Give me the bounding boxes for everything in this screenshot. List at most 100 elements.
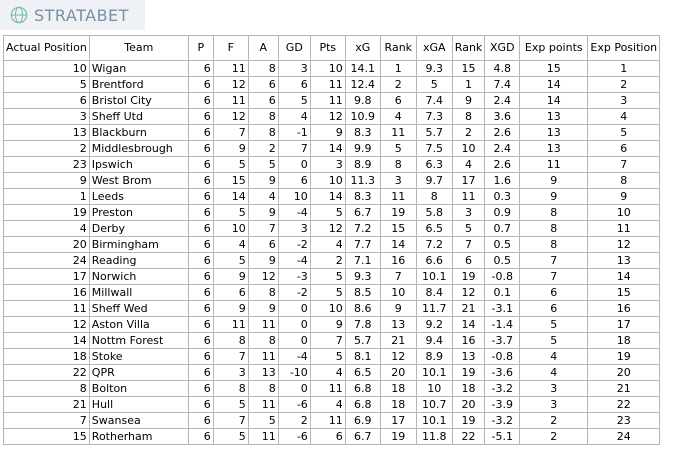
cell-actual-position: 4 — [3, 220, 90, 237]
cell-actual-position: 13 — [3, 124, 90, 141]
cell-xga-rank: 14 — [451, 316, 486, 333]
cell-points: 12 — [309, 220, 346, 237]
cell-xg: 6.5 — [344, 364, 381, 381]
cell-goals-against: 11 — [247, 428, 279, 445]
cell-team: Leeds — [88, 188, 189, 205]
cell-played: 6 — [187, 140, 214, 157]
cell-goals-for: 5 — [212, 252, 249, 269]
cell-team: Aston Villa — [88, 316, 189, 333]
cell-actual-position: 15 — [3, 428, 90, 445]
table-row: 15 Rotherham 6 5 11 -6 6 6.7 19 11.8 22 -5.1 2 24 — [3, 428, 661, 445]
cell-goal-difference: -2 — [277, 236, 311, 253]
cell-xga: 10.1 — [415, 412, 453, 429]
cell-goals-against: 8 — [247, 124, 279, 141]
cell-xg-rank: 6 — [379, 92, 417, 109]
cell-xga: 8.4 — [415, 284, 453, 301]
cell-team: Wigan — [88, 60, 189, 77]
table-row: 6 Bristol City 6 11 6 5 11 9.8 6 7.4 9 2.4 14 3 — [3, 92, 661, 109]
cell-goals-for: 12 — [212, 108, 249, 125]
cell-exp-points: 7 — [519, 252, 589, 269]
cell-goals-for: 7 — [212, 124, 249, 141]
cell-exp-position: 8 — [587, 172, 661, 189]
cell-goals-for: 8 — [212, 332, 249, 349]
cell-goals-against: 4 — [247, 188, 279, 205]
table-row: 20 Birmingham 6 4 6 -2 4 7.7 14 7.2 7 0.5 8 12 — [3, 236, 661, 253]
header-xga-rank: Rank — [451, 35, 486, 61]
cell-exp-position: 13 — [587, 252, 661, 269]
cell-points: 4 — [309, 396, 346, 413]
cell-goals-for: 11 — [212, 60, 249, 77]
cell-goals-against: 13 — [247, 364, 279, 381]
cell-xg-rank: 7 — [379, 268, 417, 285]
cell-points: 9 — [309, 316, 346, 333]
cell-exp-points: 3 — [519, 396, 589, 413]
cell-xga: 7.3 — [415, 108, 453, 125]
cell-exp-points: 3 — [519, 380, 589, 397]
cell-goal-difference: -4 — [277, 204, 311, 221]
table-row: 12 Aston Villa 6 11 11 0 9 7.8 13 9.2 14 -1.4 5 17 — [3, 316, 661, 333]
cell-exp-points: 5 — [519, 332, 589, 349]
cell-xgd: -3.9 — [484, 396, 521, 413]
cell-actual-position: 17 — [3, 268, 90, 285]
header-goals-against: A — [247, 35, 279, 61]
cell-goals-for: 5 — [212, 396, 249, 413]
cell-xg: 8.1 — [344, 348, 381, 365]
cell-played: 6 — [187, 236, 214, 253]
cell-points: 4 — [309, 236, 346, 253]
cell-xga-rank: 9 — [451, 92, 486, 109]
cell-exp-points: 11 — [519, 156, 589, 173]
cell-xga: 8 — [415, 188, 453, 205]
cell-xg-rank: 20 — [379, 364, 417, 381]
cell-points: 10 — [309, 300, 346, 317]
cell-played: 6 — [187, 60, 214, 77]
cell-goals-against: 6 — [247, 92, 279, 109]
cell-xga-rank: 1 — [451, 76, 486, 93]
cell-xga: 9.7 — [415, 172, 453, 189]
cell-goals-for: 9 — [212, 140, 249, 157]
cell-xgd: 3.6 — [484, 108, 521, 125]
cell-goal-difference: -10 — [277, 364, 311, 381]
table-row: 2 Middlesbrough 6 9 2 7 14 9.9 5 7.5 10 2.4 13 6 — [3, 140, 661, 157]
cell-actual-position: 21 — [3, 396, 90, 413]
cell-goals-for: 11 — [212, 316, 249, 333]
table-row: 4 Derby 6 10 7 3 12 7.2 15 6.5 5 0.7 8 11 — [3, 220, 661, 237]
cell-goals-against: 8 — [247, 332, 279, 349]
header-xg-rank: Rank — [379, 35, 417, 61]
cell-xga-rank: 7 — [451, 236, 486, 253]
cell-played: 6 — [187, 108, 214, 125]
cell-xgd: 7.4 — [484, 76, 521, 93]
cell-played: 6 — [187, 76, 214, 93]
cell-xga: 6.6 — [415, 252, 453, 269]
table-row: 21 Hull 6 5 11 -6 4 6.8 18 10.7 20 -3.9 3 22 — [3, 396, 661, 413]
table-row: 18 Stoke 6 7 11 -4 5 8.1 12 8.9 13 -0.8 4 19 — [3, 348, 661, 365]
cell-goals-for: 6 — [212, 284, 249, 301]
cell-points: 11 — [309, 92, 346, 109]
cell-goals-against: 12 — [247, 268, 279, 285]
cell-exp-points: 6 — [519, 284, 589, 301]
cell-team: QPR — [88, 364, 189, 381]
cell-played: 6 — [187, 92, 214, 109]
cell-goals-against: 11 — [247, 348, 279, 365]
cell-xga: 9.3 — [415, 60, 453, 77]
cell-goal-difference: 3 — [277, 60, 311, 77]
cell-goals-against: 6 — [247, 236, 279, 253]
cell-exp-position: 2 — [587, 76, 661, 93]
cell-goals-against: 8 — [247, 108, 279, 125]
cell-team: Sheff Utd — [88, 108, 189, 125]
cell-exp-position: 15 — [587, 284, 661, 301]
cell-xgd: -5.1 — [484, 428, 521, 445]
cell-xgd: 2.4 — [484, 140, 521, 157]
cell-xgd: -3.6 — [484, 364, 521, 381]
cell-played: 6 — [187, 220, 214, 237]
cell-exp-points: 2 — [519, 412, 589, 429]
cell-actual-position: 22 — [3, 364, 90, 381]
cell-xg: 5.7 — [344, 332, 381, 349]
header-points: Pts — [309, 35, 346, 61]
cell-exp-position: 19 — [587, 348, 661, 365]
cell-xga-rank: 10 — [451, 140, 486, 157]
cell-played: 6 — [187, 396, 214, 413]
cell-xga-rank: 12 — [451, 284, 486, 301]
cell-xga-rank: 19 — [451, 412, 486, 429]
cell-points: 4 — [309, 364, 346, 381]
cell-exp-points: 4 — [519, 348, 589, 365]
